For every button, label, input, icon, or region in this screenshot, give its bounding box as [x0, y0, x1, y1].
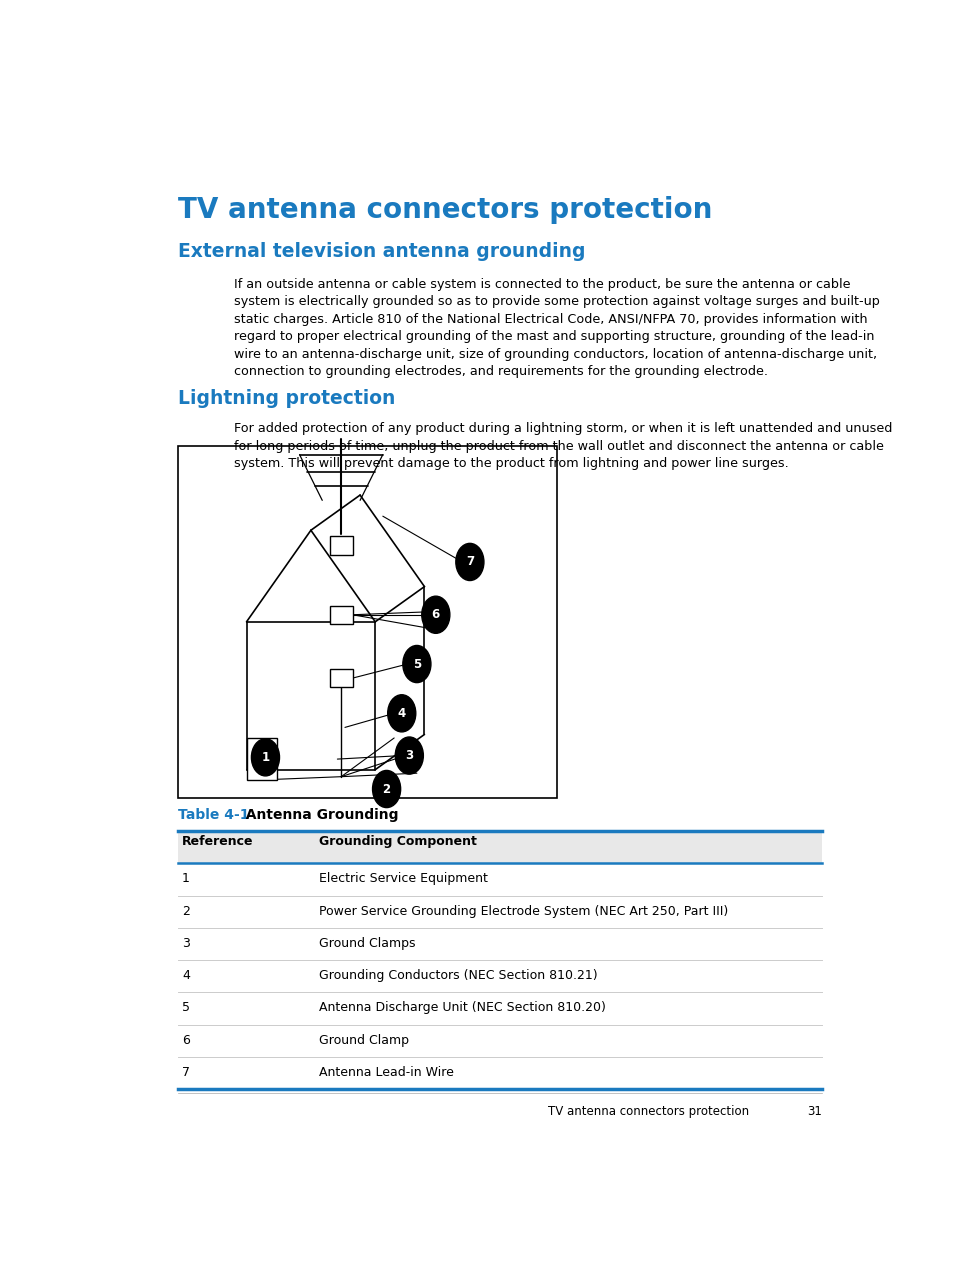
Circle shape	[456, 544, 483, 580]
Bar	[330, 669, 353, 687]
Text: External television antenna grounding: External television antenna grounding	[178, 243, 585, 262]
Text: If an outside antenna or cable system is connected to the product, be sure the a: If an outside antenna or cable system is…	[233, 278, 879, 378]
Circle shape	[402, 645, 431, 682]
Text: 4: 4	[397, 707, 405, 720]
Text: Table 4-1: Table 4-1	[178, 808, 250, 822]
Text: Ground Clamps: Ground Clamps	[318, 937, 415, 950]
Text: TV antenna connectors protection: TV antenna connectors protection	[178, 197, 712, 225]
Text: 7: 7	[465, 555, 474, 569]
Text: 2: 2	[182, 904, 190, 918]
Text: 5: 5	[182, 1002, 190, 1015]
Bar	[178, 831, 821, 864]
Text: 3: 3	[182, 937, 190, 950]
Text: Reference: Reference	[182, 834, 253, 848]
Bar	[246, 738, 276, 780]
Circle shape	[395, 737, 423, 775]
Text: 1: 1	[261, 751, 270, 763]
Text: Ground Clamp: Ground Clamp	[318, 1034, 409, 1046]
Circle shape	[252, 739, 279, 776]
Text: TV antenna connectors protection: TV antenna connectors protection	[547, 1105, 748, 1118]
Circle shape	[421, 596, 450, 634]
Text: Antenna Grounding: Antenna Grounding	[235, 808, 398, 822]
Text: 2: 2	[382, 782, 390, 795]
Text: Grounding Component: Grounding Component	[318, 834, 476, 848]
Bar	[330, 606, 353, 624]
Text: 5: 5	[413, 658, 420, 671]
Text: Antenna Lead-in Wire: Antenna Lead-in Wire	[318, 1066, 454, 1080]
Text: 4: 4	[182, 969, 190, 982]
Circle shape	[373, 771, 400, 808]
Text: 6: 6	[432, 608, 439, 621]
Text: For added protection of any product during a lightning storm, or when it is left: For added protection of any product duri…	[233, 423, 891, 470]
Text: Power Service Grounding Electrode System (NEC Art 250, Part III): Power Service Grounding Electrode System…	[318, 904, 727, 918]
Text: Lightning protection: Lightning protection	[178, 389, 395, 408]
Text: 31: 31	[806, 1105, 821, 1118]
Text: Electric Service Equipment: Electric Service Equipment	[318, 872, 487, 885]
Text: Grounding Conductors (NEC Section 810.21): Grounding Conductors (NEC Section 810.21…	[318, 969, 597, 982]
Text: 1: 1	[182, 872, 190, 885]
Text: 6: 6	[182, 1034, 190, 1046]
Text: 7: 7	[182, 1066, 190, 1080]
Circle shape	[387, 695, 416, 732]
Text: Antenna Discharge Unit (NEC Section 810.20): Antenna Discharge Unit (NEC Section 810.…	[318, 1002, 605, 1015]
FancyBboxPatch shape	[178, 446, 557, 798]
Bar	[330, 536, 353, 555]
Text: 3: 3	[405, 749, 413, 762]
